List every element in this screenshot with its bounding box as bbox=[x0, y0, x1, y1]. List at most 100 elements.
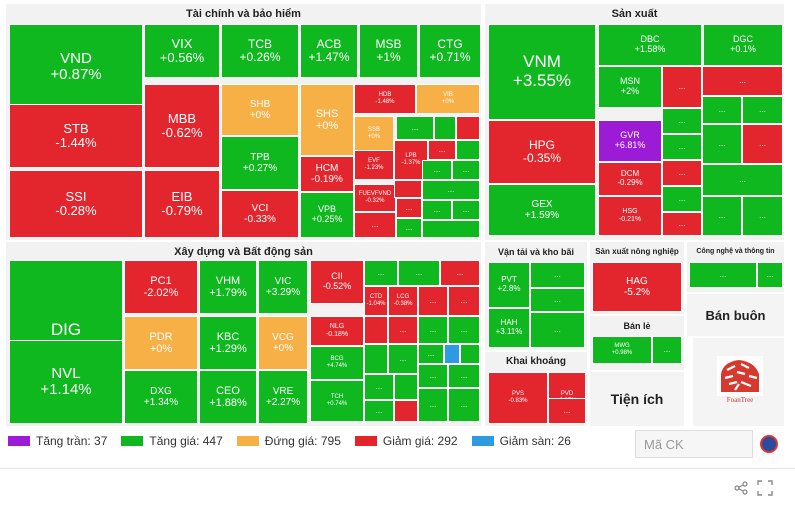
tile-shb[interactable]: SHB +0% bbox=[221, 84, 299, 136]
tile-pvs[interactable]: PVS -0.83% bbox=[488, 372, 548, 424]
tile-hcm[interactable]: HCM -0.19% bbox=[300, 156, 354, 192]
tile-vhm[interactable]: VHM +1.79% bbox=[199, 260, 257, 314]
tile-tpb[interactable]: TPB +0.27% bbox=[221, 136, 299, 190]
tile-cii[interactable]: CII -0.52% bbox=[310, 260, 364, 304]
tile-small[interactable] bbox=[444, 344, 460, 364]
tile-msb[interactable]: MSB +1% bbox=[359, 24, 418, 78]
tile-small[interactable]: ... bbox=[452, 160, 480, 180]
tile-ceo[interactable]: CEO +1.88% bbox=[199, 370, 257, 424]
tile-lcg[interactable]: LCG -0.38% bbox=[388, 286, 418, 316]
tile-small[interactable]: ... bbox=[422, 180, 480, 200]
tile-vnm[interactable]: VNM +3.55% bbox=[488, 24, 596, 120]
tile-small[interactable]: ... bbox=[418, 364, 448, 388]
tile-small[interactable]: ... bbox=[530, 262, 585, 288]
tile-small[interactable]: ... bbox=[418, 316, 448, 344]
tile-small[interactable] bbox=[460, 344, 480, 364]
tile-small[interactable] bbox=[422, 220, 480, 238]
tile-vpb[interactable]: VPB +0.25% bbox=[300, 192, 354, 238]
tile-small[interactable]: ... bbox=[418, 344, 444, 364]
tile-small[interactable]: ... bbox=[428, 140, 456, 160]
tile-small[interactable]: ... bbox=[742, 196, 783, 236]
tile-small[interactable] bbox=[394, 400, 418, 422]
tile-shs[interactable]: SHS +0% bbox=[300, 84, 354, 156]
tile-tcb[interactable]: TCB +0.26% bbox=[221, 24, 299, 78]
tile-hdb[interactable]: HDB -1.48% bbox=[354, 84, 416, 114]
tile-ctd[interactable]: CTD -1.04% bbox=[364, 286, 388, 316]
tile-pc1[interactable]: PC1 -2.02% bbox=[124, 260, 198, 314]
tile-ctg[interactable]: CTG +0.71% bbox=[419, 24, 481, 78]
tile-vix[interactable]: VIX +0.56% bbox=[144, 24, 220, 78]
tile-small[interactable] bbox=[434, 116, 456, 140]
tile-small[interactable]: ... bbox=[354, 212, 396, 238]
tile-dxg[interactable]: DXG +1.34% bbox=[124, 370, 198, 424]
tile-small[interactable]: ... bbox=[662, 212, 702, 236]
tile-small[interactable]: ... bbox=[396, 116, 434, 140]
tile-small[interactable]: ... bbox=[440, 260, 480, 286]
tile-small[interactable]: ... bbox=[422, 160, 452, 180]
expand-icon[interactable] bbox=[757, 480, 773, 496]
tile-small[interactable] bbox=[364, 344, 388, 374]
tile-vci[interactable]: VCI -0.33% bbox=[221, 190, 299, 238]
tile-small[interactable]: ... bbox=[662, 66, 702, 108]
tile-small[interactable]: ... bbox=[689, 262, 757, 288]
tile-mwg[interactable]: MWG +0.98% bbox=[592, 336, 652, 364]
tile-small[interactable]: ... bbox=[548, 398, 586, 424]
tile-small[interactable]: ... bbox=[530, 312, 585, 348]
tile-nvl[interactable]: NVL +1.14% bbox=[9, 340, 123, 424]
stock-code-search-input[interactable] bbox=[635, 430, 753, 458]
tile-gvr[interactable]: GVR +6.81% bbox=[598, 120, 662, 162]
tile-small[interactable]: ... bbox=[662, 186, 702, 212]
tile-small[interactable]: ... bbox=[448, 388, 480, 422]
tile-gex[interactable]: GEX +1.59% bbox=[488, 184, 596, 236]
tile-ssb[interactable]: SSB +0% bbox=[354, 116, 394, 152]
tile-small[interactable]: ... bbox=[418, 286, 448, 316]
tile-vic[interactable]: VIC +3.29% bbox=[258, 260, 308, 314]
tile-small[interactable]: ... bbox=[662, 108, 702, 134]
tile-small[interactable]: ... bbox=[364, 260, 398, 286]
tile-small[interactable]: ... bbox=[702, 164, 783, 196]
tile-bcg[interactable]: BCG +4.74% bbox=[310, 346, 364, 380]
tile-small[interactable]: ... bbox=[396, 218, 422, 238]
tile-hsg[interactable]: HSG -0.21% bbox=[598, 196, 662, 236]
tile-small[interactable]: ... bbox=[396, 198, 422, 218]
tile-hah[interactable]: HAH +3.11% bbox=[488, 308, 530, 348]
tile-hpg[interactable]: HPG -0.35% bbox=[488, 120, 596, 184]
tile-vre[interactable]: VRE +2.27% bbox=[258, 370, 308, 424]
tile-nlg[interactable]: NLG -0.18% bbox=[310, 316, 364, 346]
tile-msn[interactable]: MSN +2% bbox=[598, 66, 662, 108]
tile-vcg[interactable]: VCG +0% bbox=[258, 316, 308, 370]
tile-small[interactable]: ... bbox=[530, 288, 585, 312]
tile-fuevfvnd[interactable]: FUEVFVND -0.32% bbox=[354, 184, 396, 212]
tile-small[interactable]: ... bbox=[662, 134, 702, 160]
tile-small[interactable]: ... bbox=[418, 388, 448, 422]
tile-small[interactable]: ... bbox=[364, 374, 394, 400]
share-icon[interactable] bbox=[734, 481, 748, 495]
tile-dbc[interactable]: DBC +1.58% bbox=[598, 24, 702, 66]
tile-small[interactable]: ... bbox=[448, 364, 480, 388]
tile-acb[interactable]: ACB +1.47% bbox=[300, 24, 358, 78]
tile-small[interactable]: ... bbox=[422, 200, 452, 220]
tile-evf[interactable]: EVF -1.23% bbox=[354, 150, 394, 180]
tile-small[interactable] bbox=[394, 374, 418, 400]
tile-small[interactable]: ... bbox=[388, 344, 418, 374]
search-icon[interactable] bbox=[760, 435, 778, 453]
tile-hag[interactable]: HAG -5.2% bbox=[592, 262, 682, 312]
tile-small[interactable]: ... bbox=[702, 196, 742, 236]
tile-small[interactable]: ... bbox=[398, 260, 440, 286]
tile-small[interactable]: ... bbox=[448, 286, 480, 316]
tile-small[interactable]: ... bbox=[452, 200, 480, 220]
tile-small[interactable]: ... bbox=[652, 336, 682, 364]
tile-dgc[interactable]: DGC +0.1% bbox=[703, 24, 783, 66]
tile-mbb[interactable]: MBB -0.62% bbox=[144, 84, 220, 168]
tile-pdr[interactable]: PDR +0% bbox=[124, 316, 198, 370]
tile-small[interactable]: ... bbox=[662, 160, 702, 186]
tile-small[interactable]: ... bbox=[448, 316, 480, 344]
tile-small[interactable]: ... bbox=[702, 124, 742, 164]
tile-small[interactable]: ... bbox=[742, 124, 783, 164]
tile-stb[interactable]: STB -1.44% bbox=[9, 104, 143, 168]
tile-small[interactable]: ... bbox=[364, 400, 394, 422]
tile-small[interactable]: ... bbox=[702, 96, 742, 124]
tile-small[interactable] bbox=[394, 180, 422, 198]
tile-ssi[interactable]: SSI -0.28% bbox=[9, 170, 143, 238]
tile-kbc[interactable]: KBC +1.29% bbox=[199, 316, 257, 370]
